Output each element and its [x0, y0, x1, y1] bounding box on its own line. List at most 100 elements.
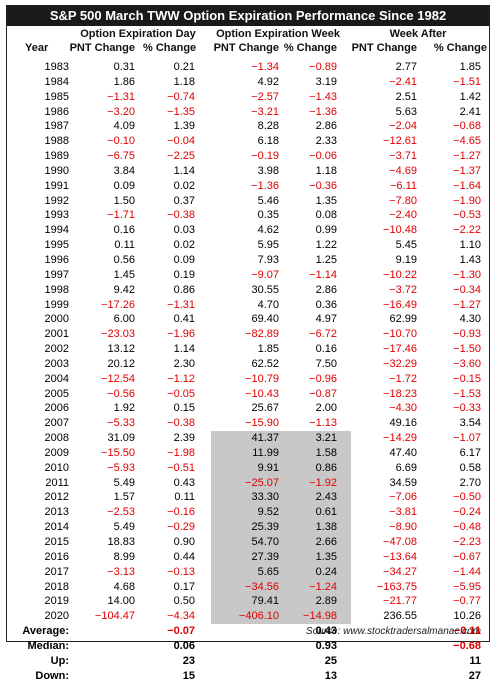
- cell-year: 1996: [44, 253, 69, 266]
- summary-label: Up:: [50, 654, 69, 667]
- cell-week-pnt: −25.07: [245, 476, 279, 489]
- cell-day-pct: −1.35: [167, 105, 195, 118]
- cell-after-pct: −1.50: [453, 343, 481, 356]
- cell-day-pct: −0.29: [167, 521, 195, 534]
- table-row: 1984 1.86 1.18 4.92 3.19 −2.41 −1.51: [7, 75, 489, 90]
- summary-label: Down:: [35, 669, 69, 682]
- cell-day-pct: −1.96: [167, 328, 195, 341]
- cell-day-pct: 2.39: [173, 432, 195, 445]
- cell-after-pct: −0.15: [453, 372, 481, 385]
- table-row: 2011 5.49 0.43 −25.07 −1.92 34.59 2.70: [7, 476, 489, 491]
- table-row: 1983 0.31 0.21 −1.34 −0.89 2.77 1.85: [7, 60, 489, 75]
- cell-year: 2001: [44, 328, 69, 341]
- cell-week-pnt: 62.52: [251, 357, 279, 370]
- cell-after-pct: −1.64: [453, 179, 481, 192]
- cell-after-pct: −1.51: [453, 75, 481, 88]
- group-header-week-after: Week After: [389, 28, 447, 40]
- cell-day-pct: 0.43: [173, 476, 195, 489]
- cell-after-pnt: −34.27: [383, 565, 417, 578]
- cell-after-pnt: 34.59: [389, 476, 417, 489]
- cell-day-pnt: 14.00: [107, 595, 135, 608]
- cell-after-pnt: 5.45: [395, 239, 417, 252]
- cell-day-pnt: 31.09: [107, 432, 135, 445]
- cell-week-pct: −0.36: [309, 179, 337, 192]
- cell-year: 1989: [44, 150, 69, 163]
- cell-after-pct: −5.95: [453, 580, 481, 593]
- cell-day-pct: 0.11: [174, 491, 195, 504]
- cell-year: 1988: [44, 135, 69, 148]
- cell-after-pnt: −1.72: [389, 372, 417, 385]
- cell-day-pct: 0.41: [173, 313, 195, 326]
- cell-week-pct: −1.14: [309, 268, 337, 281]
- cell-day-pnt: 0.31: [113, 61, 135, 73]
- cell-week-pnt: 5.95: [257, 239, 279, 252]
- cell-week-pct: −1.43: [309, 90, 337, 103]
- cell-after-pct: −1.37: [453, 164, 481, 177]
- cell-after-pct: 4.30: [459, 313, 481, 326]
- table-row: 1995 0.11 0.02 5.95 1.22 5.45 1.10: [7, 238, 489, 253]
- table-row: 1999 −17.26 −1.31 4.70 0.36 −16.49 −1.27: [7, 298, 489, 313]
- cell-day-pct: −0.74: [167, 90, 195, 103]
- cell-day-pct: 2.30: [173, 357, 195, 370]
- cell-after-pct: −0.50: [453, 491, 481, 504]
- cell-after-pct: 1.10: [459, 239, 481, 252]
- cell-week-pct: 0.86: [315, 461, 337, 474]
- cell-week-pct: −0.87: [309, 387, 337, 400]
- cell-day-pct: 0.02: [173, 239, 195, 252]
- cell-after-pct: 10.26: [453, 610, 481, 623]
- cell-year: 2017: [44, 565, 69, 578]
- summary-week-pct: 25: [324, 654, 337, 667]
- cell-year: 2008: [44, 432, 69, 445]
- cell-week-pct: 2.00: [315, 402, 337, 415]
- table-row: 1996 0.56 0.09 7.93 1.25 9.19 1.43: [7, 253, 489, 268]
- summary-after-pct: 27: [468, 669, 481, 682]
- cell-after-pct: 1.42: [459, 90, 481, 103]
- cell-day-pnt: 1.50: [113, 194, 135, 207]
- cell-day-pct: 0.17: [173, 580, 195, 593]
- table-row: 1990 3.84 1.14 3.98 1.18 −4.69 −1.37: [7, 164, 489, 179]
- cell-day-pct: −1.12: [167, 372, 195, 385]
- cell-week-pnt: −1.36: [251, 179, 279, 192]
- cell-week-pnt: 69.40: [251, 313, 279, 326]
- cell-week-pnt: 4.70: [257, 298, 279, 311]
- cell-after-pnt: −32.29: [383, 357, 417, 370]
- cell-year: 1995: [44, 239, 69, 252]
- column-header-day-pct: % Change: [143, 42, 197, 54]
- cell-day-pnt: 6.00: [113, 313, 135, 326]
- cell-year: 2011: [45, 476, 69, 489]
- cell-after-pnt: −3.71: [389, 150, 417, 163]
- cell-week-pnt: 79.41: [251, 595, 279, 608]
- cell-after-pct: −0.67: [453, 550, 481, 563]
- table-row: 2002 13.12 1.14 1.85 0.16 −17.46 −1.50: [7, 342, 489, 357]
- cell-after-pnt: −47.08: [383, 536, 417, 548]
- cell-after-pct: −0.53: [453, 209, 481, 222]
- summary-week-pct: 13: [324, 669, 337, 682]
- cell-day-pnt: −1.71: [107, 209, 135, 222]
- cell-week-pct: −1.92: [309, 476, 337, 489]
- summary-after-pct: −0.68: [453, 639, 481, 652]
- cell-after-pct: −1.44: [453, 565, 481, 578]
- cell-after-pnt: −6.11: [389, 179, 417, 192]
- cell-year: 2018: [44, 580, 69, 593]
- table-row: 2014 5.49 −0.29 25.39 1.38 −8.90 −0.48: [7, 520, 489, 535]
- cell-week-pnt: 7.93: [257, 253, 279, 266]
- cell-day-pnt: −15.50: [101, 446, 135, 459]
- cell-after-pct: 0.58: [459, 461, 481, 474]
- cell-year: 1993: [44, 209, 69, 222]
- cell-after-pnt: −4.69: [389, 164, 417, 177]
- cell-year: 1984: [44, 75, 69, 88]
- cell-day-pnt: 1.92: [113, 402, 135, 415]
- table-row: 2017 −3.13 −0.13 5.65 0.24 −34.27 −1.44: [7, 565, 489, 580]
- cell-year: 2019: [44, 595, 69, 608]
- cell-week-pnt: 25.39: [251, 521, 279, 534]
- table-row: 2003 20.12 2.30 62.52 7.50 −32.29 −3.60: [7, 357, 489, 372]
- cell-day-pct: 0.44: [173, 550, 195, 563]
- table-row: 1985 −1.31 −0.74 −2.57 −1.43 2.51 1.42: [7, 90, 489, 105]
- cell-day-pnt: 8.99: [113, 550, 135, 563]
- cell-year: 2006: [44, 402, 69, 415]
- summary-after-pct: −0.11: [453, 625, 481, 638]
- cell-after-pct: −0.48: [453, 521, 481, 534]
- cell-week-pct: 1.25: [315, 253, 337, 266]
- cell-after-pct: −1.53: [453, 387, 481, 400]
- cell-day-pct: 0.21: [173, 61, 195, 73]
